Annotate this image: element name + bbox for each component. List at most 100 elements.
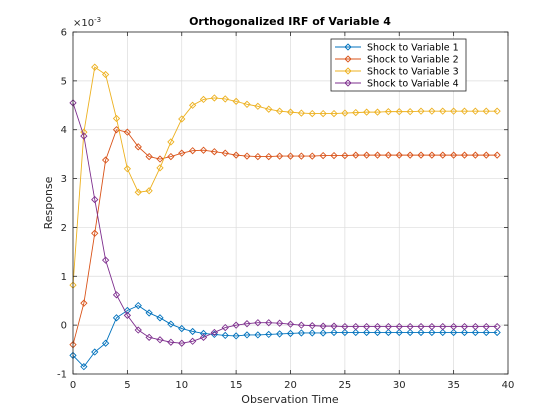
series-4-point bbox=[417, 322, 425, 331]
series-1-point bbox=[373, 328, 382, 337]
y-tick-label: 4 bbox=[61, 125, 67, 136]
series-4-point bbox=[101, 256, 110, 264]
series-1-line bbox=[72, 305, 498, 368]
series-4-point bbox=[341, 322, 349, 331]
x-tick-labels: 0 5 10 15 20 25 30 35 40 bbox=[70, 380, 515, 391]
series-3-point bbox=[265, 105, 273, 113]
series-2-point bbox=[406, 151, 414, 159]
series-3-point bbox=[460, 107, 469, 115]
series-4-point bbox=[123, 311, 132, 320]
series-2-point bbox=[210, 148, 219, 156]
series-3-point bbox=[428, 107, 436, 115]
y-tick-label: 5 bbox=[61, 76, 67, 87]
series-4-point bbox=[265, 319, 273, 327]
series-1-point bbox=[352, 328, 360, 337]
series-4-point bbox=[275, 319, 284, 327]
series-4-point bbox=[199, 333, 208, 341]
series-3-point bbox=[199, 95, 208, 104]
series-4-point bbox=[188, 337, 197, 345]
series-1-point bbox=[449, 328, 458, 337]
series-4-point bbox=[471, 322, 480, 331]
chart-title: Orthogonalized IRF of Variable 4 bbox=[189, 15, 391, 28]
y-tick-label: 3 bbox=[61, 174, 67, 185]
x-axis-label: Observation Time bbox=[241, 393, 339, 406]
series-3-point bbox=[123, 165, 132, 173]
series-2-point bbox=[134, 143, 142, 151]
series-3-point bbox=[221, 95, 229, 103]
series-2-point bbox=[471, 151, 480, 159]
y-tick-label: 6 bbox=[61, 28, 67, 39]
series-1-point bbox=[493, 328, 501, 337]
series-1-point bbox=[178, 324, 186, 333]
x-tick-label: 25 bbox=[339, 380, 352, 391]
series-4-point bbox=[134, 326, 142, 334]
series-2-point bbox=[439, 151, 447, 159]
series-1-point bbox=[341, 328, 349, 337]
series-2-point bbox=[275, 152, 284, 160]
series-3 bbox=[69, 63, 501, 289]
series-2-point bbox=[330, 151, 338, 160]
legend-item-3: Shock to Variable 3 bbox=[335, 67, 459, 78]
legend-label: Shock to Variable 2 bbox=[367, 55, 459, 66]
series-1-point bbox=[417, 328, 425, 337]
legend-box bbox=[330, 38, 467, 92]
series-3-point bbox=[178, 115, 186, 123]
series-1-point bbox=[330, 328, 338, 337]
legend-label: Shock to Variable 1 bbox=[367, 43, 459, 54]
series-3-line bbox=[72, 66, 498, 286]
series-4-point bbox=[384, 322, 393, 331]
series-3-point bbox=[308, 109, 316, 118]
series-4-point bbox=[406, 322, 414, 331]
y-exponent-label: ×10-3 bbox=[73, 16, 101, 29]
series-4-point bbox=[112, 291, 121, 299]
series-2-point bbox=[91, 229, 99, 237]
series-3-point bbox=[145, 187, 153, 195]
series-4-point bbox=[297, 321, 306, 329]
series-2-point bbox=[286, 152, 295, 160]
y-tick-labels: -1 0 1 2 3 4 5 6 bbox=[57, 28, 67, 381]
series-2-point bbox=[428, 151, 436, 159]
series-1-point bbox=[112, 314, 121, 322]
legend-label: Shock to Variable 3 bbox=[367, 67, 459, 78]
series-3-point bbox=[188, 101, 197, 109]
series-1-point bbox=[482, 328, 490, 337]
series-3-point bbox=[286, 108, 295, 116]
series-3-point bbox=[297, 109, 306, 117]
series-2-point bbox=[362, 151, 371, 159]
series-3-point bbox=[91, 63, 99, 71]
series-2-point bbox=[188, 147, 197, 155]
series-3-point bbox=[395, 108, 403, 116]
series-3-point bbox=[101, 70, 110, 79]
series-2-point bbox=[167, 152, 175, 161]
y-tick-label: 1 bbox=[61, 272, 67, 283]
series-3-point bbox=[330, 109, 338, 118]
series-2-point bbox=[123, 128, 132, 136]
series-2-point bbox=[460, 151, 469, 159]
series-3-point bbox=[275, 107, 284, 115]
series-1-point bbox=[91, 348, 99, 356]
legend-marker bbox=[344, 67, 352, 75]
y-axis-label: Response bbox=[42, 176, 55, 229]
y-tick-label: 2 bbox=[61, 223, 67, 234]
series-4-point bbox=[395, 322, 403, 331]
series-2-point bbox=[178, 149, 186, 157]
legend-item-1: Shock to Variable 1 bbox=[335, 43, 459, 54]
legend-marker bbox=[344, 79, 352, 87]
series-2-point bbox=[308, 152, 316, 160]
series-1-point bbox=[101, 339, 110, 347]
series-2-point bbox=[449, 151, 458, 159]
series-1-point bbox=[275, 330, 284, 338]
series-2-point bbox=[482, 151, 490, 159]
series-4-point bbox=[286, 320, 295, 328]
series-4-point bbox=[167, 338, 175, 346]
series-1-point bbox=[319, 329, 327, 337]
series-3-point bbox=[112, 114, 121, 123]
series-3-point bbox=[417, 107, 425, 115]
series-3-point bbox=[319, 109, 327, 118]
series-1-point bbox=[134, 301, 142, 310]
series-3-point bbox=[384, 108, 393, 116]
legend-marker bbox=[344, 43, 352, 51]
series-3-point bbox=[232, 97, 240, 106]
series-3-point bbox=[406, 108, 414, 116]
